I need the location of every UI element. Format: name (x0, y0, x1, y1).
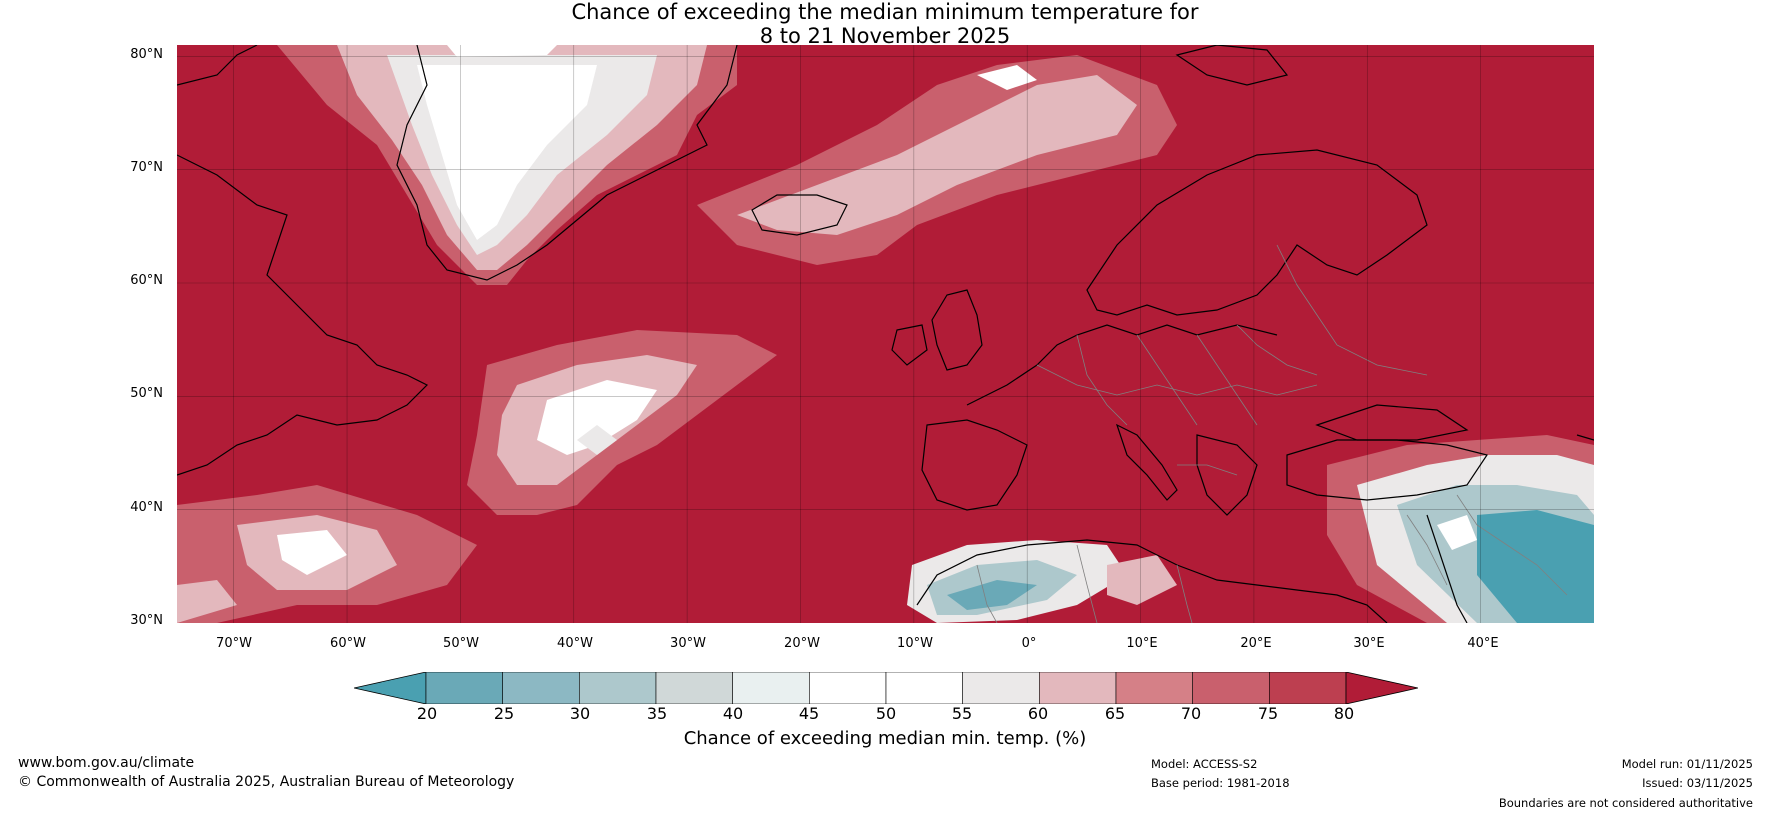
colorbar-under-arrow (353, 671, 427, 705)
lon-label-40e: 40°E (1467, 636, 1499, 651)
colorbar-segment (885, 671, 963, 705)
lon-label-50w: 50°W (443, 636, 479, 651)
map-title: Chance of exceeding the median minimum t… (0, 0, 1770, 48)
colorbar-segment (1192, 671, 1270, 705)
colorbar-over-arrow (1345, 671, 1419, 705)
colorbar-segment (502, 671, 580, 705)
footer-model: Model: ACCESS-S2 (1151, 757, 1258, 771)
lat-label-60n: 60°N (130, 273, 163, 288)
lon-label-10w: 10°W (897, 636, 933, 651)
colorbar-segment (962, 671, 1040, 705)
colorbar-tick-50: 50 (875, 704, 897, 723)
lon-label-70w: 70°W (216, 636, 252, 651)
footer-copyright: © Commonwealth of Australia 2025, Austra… (18, 774, 515, 790)
north-africa-region (907, 540, 1177, 623)
lat-label-50n: 50°N (130, 386, 163, 401)
colorbar-segment (732, 671, 810, 705)
lon-label-30w: 30°W (670, 636, 706, 651)
lat-label-80n: 80°N (130, 47, 163, 62)
colorbar-segment (425, 671, 503, 705)
colorbar-tick-20: 20 (416, 704, 438, 723)
footer-url: www.bom.gov.au/climate (18, 755, 195, 771)
north-atlantic-streak (697, 55, 1177, 265)
lon-label-30e: 30°E (1353, 636, 1385, 651)
colorbar-tick-70: 70 (1180, 704, 1202, 723)
subtropical-region (177, 485, 477, 623)
title-line-2: 8 to 21 November 2025 (759, 24, 1011, 48)
footer-model-run: Model run: 01/11/2025 (1621, 757, 1753, 771)
lat-label-70n: 70°N (130, 160, 163, 175)
middle-east-region (1327, 435, 1594, 623)
colorbar-tick-35: 35 (646, 704, 668, 723)
probability-map (177, 45, 1594, 623)
colorbar-label: Chance of exceeding median min. temp. (%… (683, 728, 1087, 749)
lon-label-20w: 20°W (784, 636, 820, 651)
colorbar-segment (809, 671, 887, 705)
lon-label-60w: 60°W (330, 636, 366, 651)
graticule (177, 45, 1594, 623)
colorbar-tick-65: 65 (1104, 704, 1126, 723)
country-borders (976, 244, 1568, 623)
colorbar-tick-80: 80 (1333, 704, 1355, 723)
lon-label-20e: 20°E (1240, 636, 1272, 651)
lat-label-30n: 30°N (130, 613, 163, 628)
lon-label-0: 0° (1021, 636, 1037, 651)
colorbar (353, 671, 1419, 705)
colorbar-segment (1269, 671, 1347, 705)
colorbar-segment (655, 671, 733, 705)
lon-label-40w: 40°W (557, 636, 593, 651)
colorbar-segment (1039, 671, 1117, 705)
map-canvas (177, 45, 1594, 623)
footer-base-period: Base period: 1981-2018 (1151, 776, 1290, 790)
lon-label-10e: 10°E (1126, 636, 1158, 651)
footer-boundaries: Boundaries are not considered authoritat… (1498, 796, 1753, 810)
colorbar-segment (579, 671, 657, 705)
colorbar-tick-30: 30 (569, 704, 591, 723)
colorbar-tick-45: 45 (798, 704, 820, 723)
greenland-region (277, 45, 737, 285)
colorbar-tick-55: 55 (951, 704, 973, 723)
lat-label-40n: 40°N (130, 500, 163, 515)
footer-issued: Issued: 03/11/2025 (1642, 776, 1753, 790)
colorbar-tick-40: 40 (722, 704, 744, 723)
colorbar-tick-75: 75 (1257, 704, 1279, 723)
mid-atlantic-region (467, 330, 777, 515)
colorbar-tick-25: 25 (493, 704, 515, 723)
title-line-1: Chance of exceeding the median minimum t… (571, 0, 1199, 24)
colorbar-tick-60: 60 (1027, 704, 1049, 723)
colorbar-segment (1115, 671, 1193, 705)
colorbar-graphic (353, 671, 1419, 705)
